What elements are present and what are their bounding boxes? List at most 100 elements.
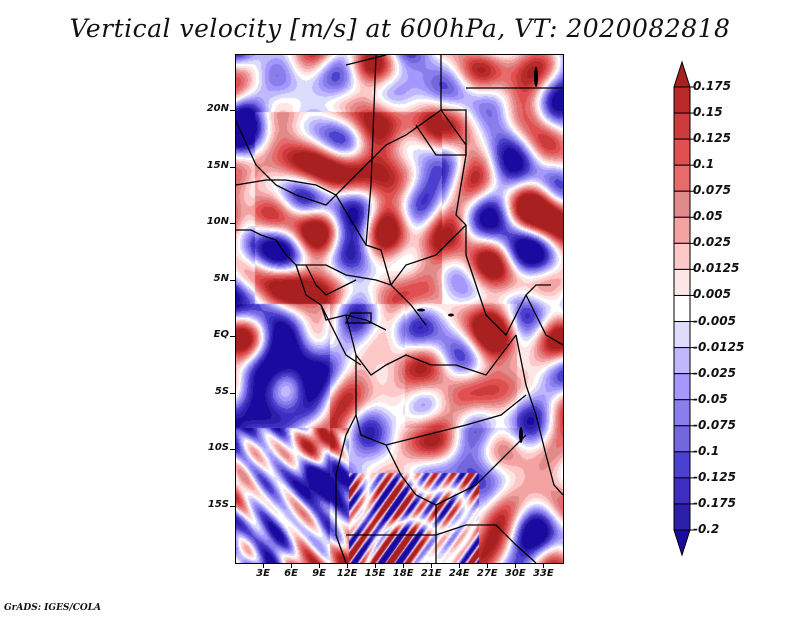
colorbar-swatch bbox=[673, 321, 691, 349]
x-axis-tick bbox=[543, 563, 545, 568]
colorbar-label: 0.15 bbox=[693, 105, 723, 120]
colorbar-label: -0.125 bbox=[693, 469, 736, 484]
colorbar-swatch bbox=[673, 451, 691, 479]
colorbar-swatch bbox=[673, 373, 691, 401]
x-axis-tick bbox=[431, 563, 433, 568]
border-line bbox=[305, 264, 357, 296]
map-panel bbox=[235, 54, 564, 564]
y-axis-label: 5N bbox=[213, 272, 229, 284]
colorbar-swatch bbox=[673, 112, 691, 140]
x-axis-label: 27E bbox=[476, 568, 498, 579]
colorbar-label: -0.05 bbox=[693, 391, 728, 406]
x-axis-label: 33E bbox=[532, 568, 554, 579]
x-axis-tick bbox=[263, 563, 265, 568]
y-axis-tick bbox=[230, 449, 235, 451]
colorbar-label: 0.075 bbox=[693, 183, 731, 198]
x-axis-tick bbox=[403, 563, 405, 568]
colorbar-swatch bbox=[673, 242, 691, 270]
colorbar-swatch bbox=[673, 347, 691, 375]
y-axis-tick bbox=[230, 336, 235, 338]
y-axis-tick bbox=[230, 223, 235, 225]
x-axis-tick bbox=[515, 563, 517, 568]
y-axis-label: EQ bbox=[213, 329, 229, 341]
lake-marker bbox=[519, 427, 523, 443]
border-line bbox=[236, 179, 367, 246]
lake-marker bbox=[448, 313, 454, 317]
x-axis-label: 18E bbox=[392, 568, 414, 579]
border-line bbox=[236, 229, 392, 286]
x-axis-tick bbox=[347, 563, 349, 568]
border-line bbox=[365, 55, 427, 326]
colorbar-swatch bbox=[673, 425, 691, 453]
border-line bbox=[440, 55, 467, 155]
border-line bbox=[355, 355, 527, 446]
y-axis-tick bbox=[230, 110, 235, 112]
lake-marker bbox=[534, 67, 538, 87]
y-axis-label: 15N bbox=[206, 159, 229, 171]
vertical-velocity-field bbox=[236, 55, 563, 563]
border-line bbox=[345, 314, 517, 376]
colorbar-label: -0.175 bbox=[693, 495, 736, 510]
plot-title: Vertical velocity [m/s] at 600hPa, VT: 2… bbox=[69, 14, 731, 43]
colorbar-swatch bbox=[673, 216, 691, 244]
y-axis-label: 10S bbox=[207, 442, 229, 454]
x-axis-label: 3E bbox=[256, 568, 270, 579]
x-axis-label: 15E bbox=[364, 568, 386, 579]
border-line bbox=[525, 294, 563, 346]
colorbar-label: -0.025 bbox=[693, 365, 736, 380]
border-line bbox=[455, 154, 551, 337]
colorbar-swatch bbox=[673, 503, 691, 531]
x-axis-label: 24E bbox=[448, 568, 470, 579]
border-line bbox=[390, 224, 467, 286]
colorbar-swatch bbox=[673, 138, 691, 166]
colorbar-swatch bbox=[673, 164, 691, 192]
x-axis-tick bbox=[319, 563, 321, 568]
colorbar-swatch bbox=[673, 477, 691, 505]
y-axis-tick bbox=[230, 392, 235, 394]
border-line bbox=[515, 334, 563, 496]
x-axis-tick bbox=[459, 563, 461, 568]
colorbar-swatch bbox=[673, 294, 691, 323]
x-axis-label: 30E bbox=[504, 568, 526, 579]
border-line bbox=[295, 264, 387, 331]
y-axis-label: 20N bbox=[206, 103, 229, 115]
border-line bbox=[335, 414, 357, 563]
x-axis-label: 12E bbox=[336, 568, 358, 579]
colorbar-swatch bbox=[673, 268, 691, 296]
colorbar-label: -0.075 bbox=[693, 417, 736, 432]
colorbar-label: -0.1 bbox=[693, 443, 720, 458]
colorbar-label: 0.175 bbox=[693, 79, 731, 93]
grads-credit: GrADS: IGES/COLA bbox=[4, 603, 102, 613]
border-line bbox=[385, 434, 527, 506]
colorbar-swatch bbox=[673, 190, 691, 218]
y-axis-tick bbox=[230, 505, 235, 507]
x-axis-label: 21E bbox=[420, 568, 442, 579]
colorbar-label: -0.2 bbox=[693, 522, 720, 536]
colorbar-top-arrow bbox=[673, 60, 691, 88]
y-axis-label: 10N bbox=[206, 216, 229, 228]
colorbar-label: 0.125 bbox=[693, 131, 731, 146]
x-axis-tick bbox=[291, 563, 293, 568]
border-line bbox=[345, 55, 387, 66]
colorbar-swatch bbox=[673, 86, 691, 114]
lake-marker bbox=[417, 308, 425, 312]
border-line bbox=[344, 312, 372, 324]
border-line bbox=[346, 524, 537, 563]
x-axis-tick bbox=[487, 563, 489, 568]
country-borders bbox=[236, 55, 563, 563]
colorbar-label: 0.025 bbox=[693, 235, 731, 250]
colorbar-label: 0.0125 bbox=[693, 261, 740, 276]
colorbar-label: -0.005 bbox=[693, 313, 736, 328]
colorbar-label: 0.1 bbox=[693, 157, 715, 172]
border-line bbox=[320, 304, 362, 366]
x-axis-tick bbox=[375, 563, 377, 568]
y-axis-tick bbox=[230, 166, 235, 168]
y-axis-label: 5S bbox=[214, 385, 229, 397]
y-axis-label: 15S bbox=[207, 498, 229, 510]
colorbar-bottom-arrow bbox=[673, 529, 691, 557]
colorbar-label: -0.0125 bbox=[693, 339, 745, 354]
colorbar-label: 0.005 bbox=[693, 287, 731, 302]
x-axis-label: 6E bbox=[284, 568, 298, 579]
y-axis-tick bbox=[230, 279, 235, 281]
